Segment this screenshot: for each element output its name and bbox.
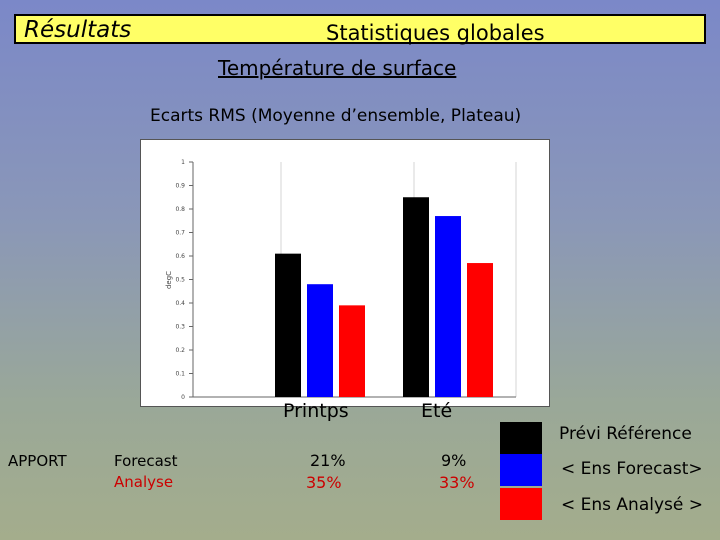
bar-chart: 0 0.1 0.2 0.3 0.4 0.5 0.6 0.7 0.8 0.9 1 degC	[140, 139, 550, 407]
legend-label-prevu-reference: Prévi Référence	[559, 424, 692, 444]
y-tick-label: 0.9	[175, 183, 185, 190]
y-tick-label: 0.2	[175, 347, 185, 354]
legend-swatch-ens-forecast	[500, 454, 542, 486]
legend-swatch-prevu-reference	[500, 422, 542, 454]
header-banner: Résultats Statistiques globales	[14, 14, 706, 45]
y-tick-label: 0.6	[175, 253, 185, 260]
bar-eté-0	[403, 197, 429, 397]
apport-forecast-ete: 9%	[441, 451, 467, 470]
bar-printps-1	[307, 284, 333, 397]
apport-row-label-forecast: Forecast	[114, 452, 178, 470]
legend-label-ens-forecast: < Ens Forecast>	[561, 459, 703, 479]
apport-row-label-analyse: Analyse	[114, 473, 174, 491]
y-tick-label: 0.5	[175, 277, 185, 284]
y-tick-label: 0.3	[175, 324, 185, 331]
chart-canvas: 0 0.1 0.2 0.3 0.4 0.5 0.6 0.7 0.8 0.9 1 degC	[165, 159, 517, 401]
category-label-ete: Eté	[421, 400, 453, 422]
apport-analyse-printps: 35%	[306, 473, 342, 492]
y-tick-label: 1	[181, 159, 185, 166]
category-label-printps: Printps	[283, 400, 349, 422]
apport-analyse-ete: 33%	[439, 473, 475, 492]
y-tick-label: 0	[181, 394, 185, 401]
bar-printps-0	[275, 253, 301, 397]
bar-eté-1	[435, 216, 461, 397]
bar-printps-2	[339, 305, 365, 397]
page-title: Statistiques globales	[326, 21, 545, 45]
bar-eté-2	[467, 263, 493, 397]
apport-label: APPORT	[8, 452, 67, 470]
y-tick-label: 0.4	[175, 300, 185, 307]
y-tick-label: 0.7	[175, 230, 185, 237]
y-tick-label: 0.8	[175, 206, 185, 213]
y-axis-label: degC	[165, 271, 173, 289]
legend-swatch-ens-analyse	[500, 488, 542, 520]
legend-label-ens-analyse: < Ens Analysé >	[561, 495, 703, 515]
page-subtitle: Température de surface	[218, 56, 457, 80]
y-tick-label: 0.1	[175, 371, 185, 378]
section-label: Résultats	[24, 17, 132, 43]
chart-title: Ecarts RMS (Moyenne d’ensemble, Plateau)	[150, 106, 522, 126]
apport-forecast-printps: 21%	[310, 451, 346, 470]
